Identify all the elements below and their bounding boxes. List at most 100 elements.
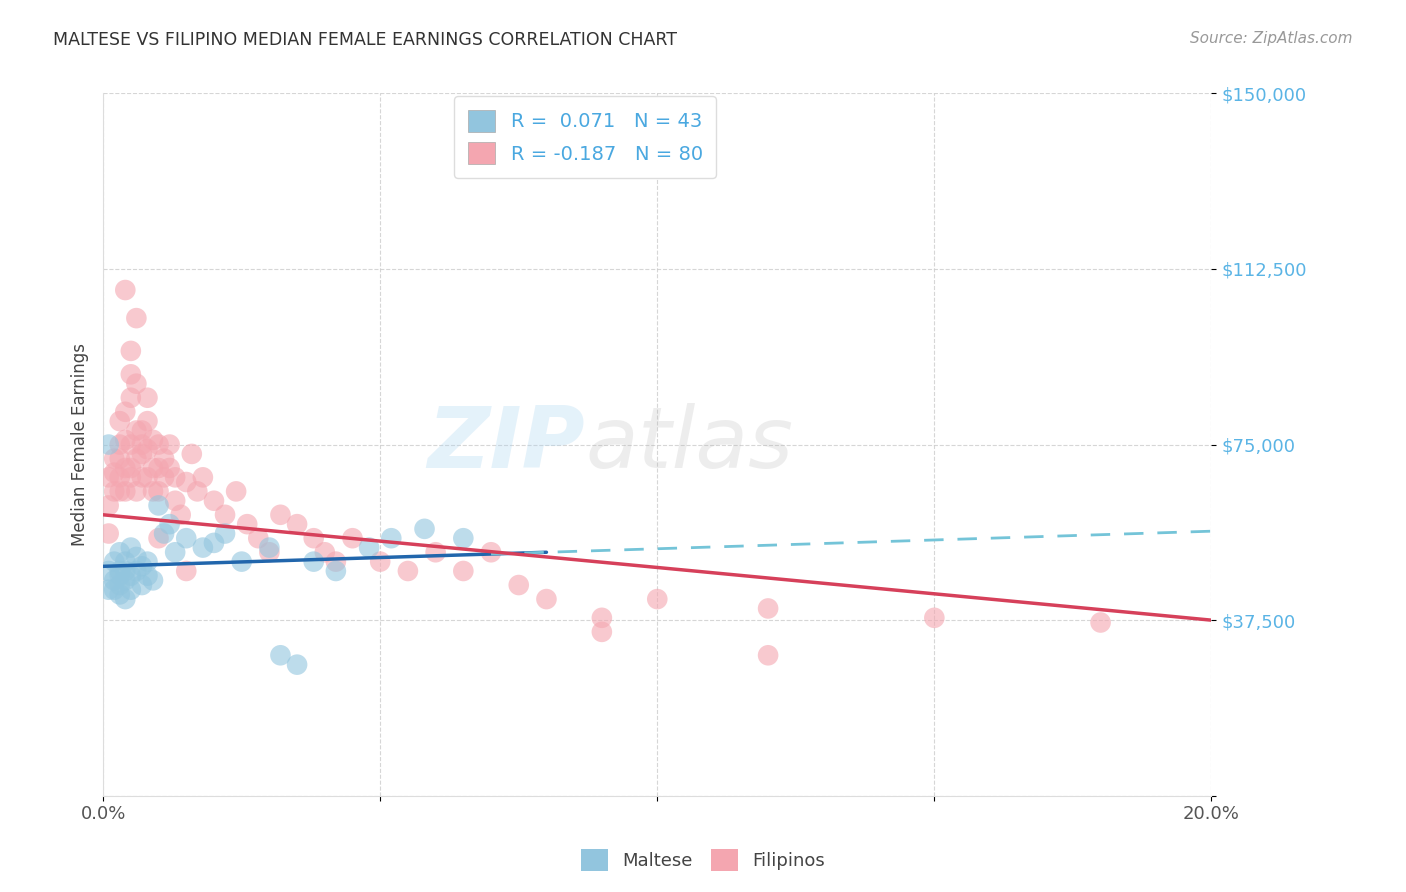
Point [202,536,225,550]
Point [148,484,170,499]
Point [174,475,197,489]
Point [413,522,436,536]
Point [114,283,136,297]
Point [125,376,148,391]
Point [97,526,120,541]
Legend: Maltese, Filipinos: Maltese, Filipinos [574,842,832,879]
Point [136,391,159,405]
Point [114,564,136,578]
Point [108,545,131,559]
Point [97,499,120,513]
Point [114,592,136,607]
Text: ZIP: ZIP [427,403,585,486]
Point [479,545,502,559]
Point [247,531,270,545]
Point [103,466,125,480]
Point [108,484,131,499]
Point [125,424,148,438]
Point [231,555,253,569]
Point [120,470,142,484]
Point [159,517,181,532]
Point [114,461,136,475]
Point [97,564,120,578]
Point [148,437,170,451]
Point [103,555,125,569]
Point [165,545,187,559]
Point [108,587,131,601]
Point [453,564,475,578]
Point [114,405,136,419]
Point [131,424,153,438]
Point [97,470,120,484]
Point [285,517,308,532]
Point [136,414,159,428]
Point [756,601,779,615]
Point [142,574,165,588]
Point [120,541,142,555]
Point [191,541,214,555]
Point [591,624,613,639]
Point [136,568,159,582]
Point [396,564,419,578]
Point [214,526,236,541]
Point [302,555,325,569]
Point [108,578,131,592]
Point [120,343,142,358]
Point [225,484,247,499]
Point [97,437,120,451]
Point [114,433,136,447]
Point [108,437,131,451]
Point [536,592,558,607]
Point [269,508,291,522]
Point [136,470,159,484]
Point [325,555,347,569]
Point [380,531,402,545]
Point [269,648,291,663]
Point [259,541,281,555]
Text: atlas: atlas [585,403,793,486]
Point [165,493,187,508]
Point [368,555,391,569]
Point [285,657,308,672]
Point [131,559,153,574]
Point [120,461,142,475]
Point [142,461,165,475]
Point [108,564,131,578]
Point [180,447,202,461]
Point [453,531,475,545]
Point [108,470,131,484]
Point [214,508,236,522]
Point [186,484,208,499]
Point [174,564,197,578]
Point [1090,615,1112,630]
Point [114,484,136,499]
Point [325,564,347,578]
Point [756,648,779,663]
Point [125,484,148,499]
Point [153,451,176,466]
Point [120,568,142,582]
Point [131,578,153,592]
Point [125,549,148,564]
Point [174,531,197,545]
Point [97,582,120,597]
Point [302,531,325,545]
Point [165,470,187,484]
Point [924,611,946,625]
Point [142,433,165,447]
Point [508,578,530,592]
Text: MALTESE VS FILIPINO MEDIAN FEMALE EARNINGS CORRELATION CHART: MALTESE VS FILIPINO MEDIAN FEMALE EARNIN… [53,31,678,49]
Point [114,574,136,588]
Point [103,574,125,588]
Point [108,451,131,466]
Point [170,508,193,522]
Point [236,517,259,532]
Point [142,484,165,499]
Point [148,461,170,475]
Point [314,545,336,559]
Point [103,451,125,466]
Point [342,531,364,545]
Point [591,611,613,625]
Point [120,391,142,405]
Text: Source: ZipAtlas.com: Source: ZipAtlas.com [1189,31,1353,46]
